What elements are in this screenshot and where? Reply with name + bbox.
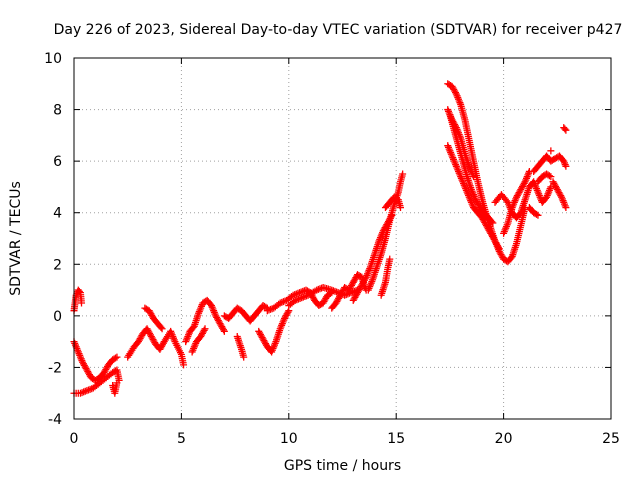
x-tick-label: 20 [495,431,513,447]
data-point [562,126,570,134]
y-tick-labels: -4 -2 0 2 4 6 8 10 [44,51,62,428]
data-point [547,147,555,155]
x-tick-label: 10 [280,431,298,447]
scatter-points [70,80,570,397]
chart-title: Day 226 of 2023, Sidereal Day-to-day VTE… [54,22,623,38]
y-tick-label: 0 [53,309,62,325]
data-point [451,89,459,97]
data-point [361,275,369,283]
y-tick-label: -2 [48,360,62,376]
data-point [180,361,188,369]
x-tick-label: 5 [177,431,186,447]
data-point [547,173,555,181]
data-point [113,379,121,387]
data-point [396,204,404,212]
data-point [451,122,459,130]
x-tick-label: 0 [70,431,79,447]
axis-ticks [73,57,612,420]
data-point [489,219,497,227]
data-point [534,211,542,219]
data-point [494,243,502,251]
y-axis-label: SDTVAR / TECUs [8,181,24,296]
x-tick-label: 25 [602,431,620,447]
data-point [533,210,541,218]
data-point [561,125,569,133]
y-tick-label: 2 [53,257,62,273]
data-point [200,326,208,334]
data-point [220,327,228,335]
data-point [520,179,528,187]
plot-frame [73,57,612,420]
data-point [158,325,166,333]
data-point [562,204,570,212]
data-point [240,353,248,361]
data-point [545,172,553,180]
data-point [75,287,83,295]
data-point [78,299,86,307]
x-tick-labels: 0 5 10 15 20 25 [70,431,620,447]
y-tick-label: 4 [53,206,62,222]
y-tick-label: 8 [53,103,62,119]
data-point [157,323,165,331]
data-point [112,354,120,362]
data-point [488,218,496,226]
data-point [201,325,209,333]
x-axis-label: GPS time / hours [284,458,401,474]
data-point [399,170,407,178]
grid [74,58,611,419]
x-tick-label: 15 [387,431,405,447]
data-point [386,255,394,263]
data-point [495,245,503,253]
y-tick-label: 10 [44,51,62,67]
data-point [113,353,121,361]
data-point [470,173,478,181]
data-point [557,192,565,200]
data-point [284,308,292,316]
y-tick-label: 6 [53,154,62,170]
y-tick-label: -4 [48,412,62,428]
data-point [220,326,228,334]
data-point [562,162,570,170]
